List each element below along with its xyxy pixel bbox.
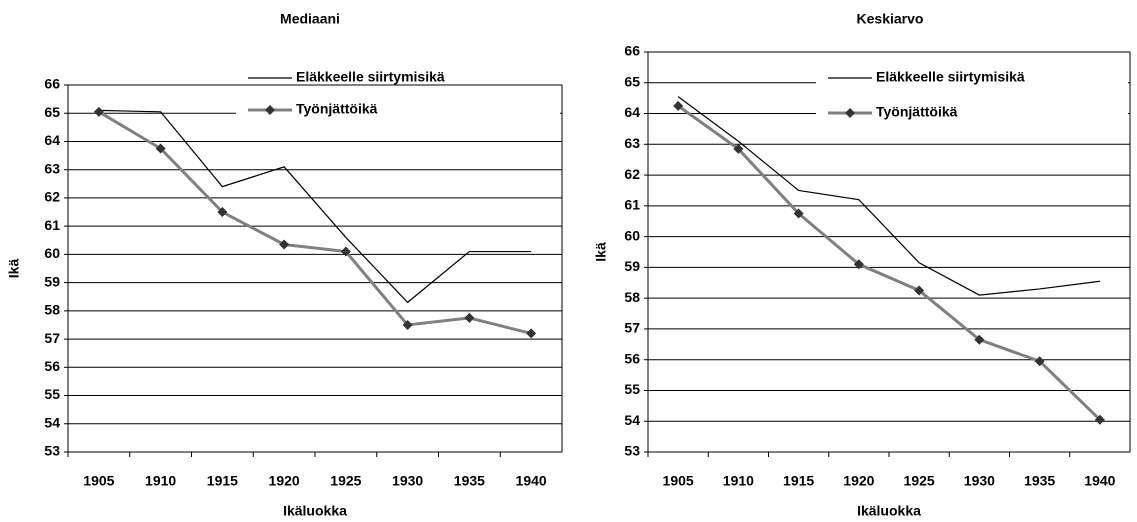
y-tick-label: 54	[624, 412, 640, 428]
marker	[217, 207, 228, 218]
y-tick-label: 57	[44, 330, 60, 346]
marker	[673, 100, 684, 111]
y-tick-label: 58	[44, 302, 60, 318]
y-tick-label: 55	[624, 381, 640, 397]
x-tick-label: 1910	[723, 473, 754, 489]
marker	[279, 239, 290, 250]
x-tick-label: 1930	[392, 473, 423, 489]
legend-marker	[265, 105, 275, 115]
chart-title: Mediaani	[280, 11, 340, 27]
marker	[402, 319, 413, 330]
x-tick-label: 1940	[516, 473, 547, 489]
x-tick-label: 1930	[964, 473, 995, 489]
marker	[1034, 356, 1045, 367]
chart-title: Keskiarvo	[857, 11, 924, 27]
series-line	[98, 110, 532, 335]
y-tick-label: 54	[44, 414, 60, 430]
marker	[93, 106, 104, 117]
x-axis-label: Ikäluokka	[857, 503, 921, 519]
marker	[1094, 414, 1105, 425]
y-tick-label: 60	[624, 227, 640, 243]
x-tick-label: 1940	[1084, 473, 1115, 489]
marker	[733, 143, 744, 154]
marker	[793, 208, 804, 219]
y-tick-label: 56	[44, 358, 60, 374]
y-tick-label: 64	[624, 104, 640, 120]
series-line	[98, 109, 532, 304]
legend-label: Eläkkeelle siirtymisikä	[296, 69, 445, 85]
legend-label: Työnjättöikä	[296, 101, 378, 117]
x-tick-label: 1915	[207, 473, 238, 489]
y-tick-label: 63	[624, 135, 640, 151]
y-tick-label: 59	[624, 258, 640, 274]
x-tick-label: 1935	[454, 473, 485, 489]
plot-frame	[67, 84, 563, 453]
y-tick-label: 55	[44, 386, 60, 402]
y-tick-label: 65	[624, 73, 640, 89]
marker	[155, 143, 166, 154]
marker	[340, 246, 351, 257]
y-tick-label: 62	[624, 166, 640, 182]
marker	[974, 334, 985, 345]
legend-box	[236, 64, 560, 124]
y-tick-label: 60	[44, 245, 60, 261]
x-tick-label: 1905	[663, 473, 694, 489]
y-tick-label: 61	[624, 197, 640, 213]
y-tick-label: 66	[624, 43, 640, 59]
x-axis-label: Ikäluokka	[283, 503, 347, 519]
y-tick-label: 59	[44, 273, 60, 289]
x-tick-label: 1910	[145, 473, 176, 489]
x-tick-label: 1935	[1024, 473, 1055, 489]
y-tick-label: 63	[44, 160, 60, 176]
y-axis-label: Ikä	[6, 259, 22, 279]
y-tick-label: 53	[624, 443, 640, 459]
x-tick-label: 1925	[904, 473, 935, 489]
x-tick-label: 1920	[843, 473, 874, 489]
marker	[526, 328, 537, 339]
y-tick-label: 56	[624, 350, 640, 366]
x-tick-label: 1915	[783, 473, 814, 489]
y-tick-label: 64	[44, 132, 60, 148]
legend-label: Eläkkeelle siirtymisikä	[876, 69, 1025, 85]
y-tick-label: 53	[44, 443, 60, 459]
x-tick-label: 1920	[269, 473, 300, 489]
y-tick-label: 61	[44, 217, 60, 233]
series-line	[677, 104, 1101, 421]
legend-box	[816, 64, 1128, 127]
y-tick-label: 65	[44, 104, 60, 120]
marker	[914, 285, 925, 296]
y-axis-label: Ikä	[593, 242, 609, 262]
series-line	[677, 96, 1100, 296]
y-tick-label: 58	[624, 289, 640, 305]
x-tick-label: 1905	[83, 473, 114, 489]
marker	[464, 312, 475, 323]
y-tick-label: 57	[624, 320, 640, 336]
legend-label: Työnjättöikä	[876, 104, 958, 120]
x-tick-label: 1925	[330, 473, 361, 489]
y-tick-label: 62	[44, 189, 60, 205]
marker	[853, 259, 864, 270]
legend-marker	[845, 108, 855, 118]
y-tick-label: 66	[44, 76, 60, 92]
